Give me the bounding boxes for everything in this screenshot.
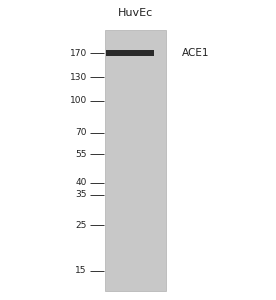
Text: 40: 40 [76,178,87,188]
Text: 55: 55 [75,150,87,159]
Text: 70: 70 [75,128,87,137]
Bar [105,30,166,291]
Text: ACE1: ACE1 [182,48,210,58]
Text: 25: 25 [76,220,87,230]
Text: 15: 15 [75,266,87,275]
Text: HuvEc: HuvEc [118,8,153,18]
Bar [106,50,154,56]
Text: 170: 170 [70,49,87,58]
Text: 35: 35 [75,190,87,200]
Text: 100: 100 [70,96,87,105]
Text: 130: 130 [70,73,87,82]
